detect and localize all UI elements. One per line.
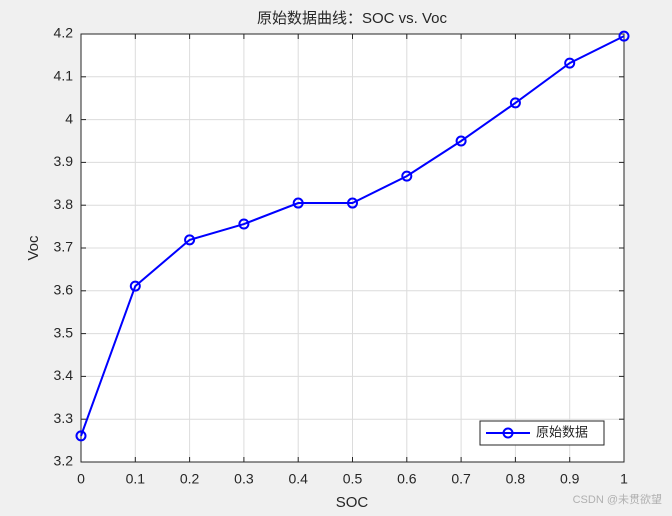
x-tick-label: 0.3 xyxy=(234,471,254,487)
data-point xyxy=(509,97,521,109)
x-tick-label: 0.7 xyxy=(451,471,471,487)
x-tick-label: 0.8 xyxy=(506,471,526,487)
y-axis-label: Voc xyxy=(25,235,42,261)
y-tick-label: 3.9 xyxy=(54,153,74,169)
data-point xyxy=(129,280,141,292)
x-tick-label: 0.1 xyxy=(126,471,146,487)
legend-label: 原始数据 xyxy=(536,424,588,439)
watermark: CSDN @未贯欲望 xyxy=(573,492,662,506)
x-tick-label: 0 xyxy=(77,471,85,487)
data-point xyxy=(75,430,87,442)
data-point xyxy=(238,218,250,230)
x-tick-label: 0.4 xyxy=(288,471,308,487)
x-tick-label: 0.6 xyxy=(397,471,417,487)
x-tick-label: 1 xyxy=(620,471,628,487)
y-tick-label: 3.7 xyxy=(54,239,74,255)
data-point xyxy=(455,135,467,147)
x-axis-label: SOC xyxy=(336,494,369,511)
data-point xyxy=(564,57,576,69)
y-tick-label: 4.1 xyxy=(54,68,74,84)
x-tick-label: 0.9 xyxy=(560,471,580,487)
y-tick-label: 4.2 xyxy=(54,25,74,41)
legend-marker xyxy=(502,427,514,439)
data-line xyxy=(80,35,625,437)
data-point xyxy=(347,197,358,209)
axes-box xyxy=(80,33,625,463)
y-tick-label: 4 xyxy=(65,110,73,126)
x-tick-label: 0.5 xyxy=(343,471,363,487)
data-point xyxy=(401,170,413,182)
chart-title: 原始数据曲线：SOC vs. Voc xyxy=(257,10,448,27)
y-tick-label: 3.2 xyxy=(54,453,74,469)
x-tick-label: 0.2 xyxy=(180,471,200,487)
y-tick-label: 3.6 xyxy=(54,282,74,298)
data-point xyxy=(618,30,630,42)
y-tick-label: 3.4 xyxy=(54,367,74,383)
y-tick-label: 3.3 xyxy=(54,410,74,426)
data-point xyxy=(292,197,304,209)
y-tick-label: 3.5 xyxy=(54,324,74,340)
data-point xyxy=(184,234,196,246)
y-tick-label: 3.8 xyxy=(54,196,74,212)
